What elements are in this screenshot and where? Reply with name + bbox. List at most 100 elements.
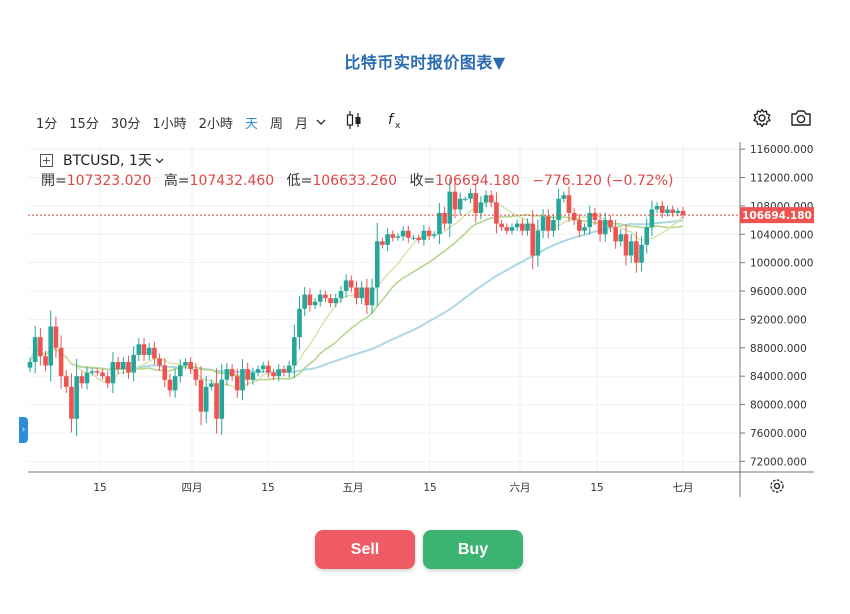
candle-body [260, 365, 266, 370]
gear-ring [770, 479, 784, 493]
candle-body [457, 198, 463, 210]
candle-body [38, 337, 43, 357]
candle-body [27, 362, 33, 368]
candle-body [680, 210, 686, 216]
interval-2h[interactable]: 2小時 [198, 116, 233, 132]
add-symbol-icon[interactable] [40, 153, 53, 167]
candle-body [152, 347, 157, 359]
chevron-down-icon[interactable] [316, 114, 326, 130]
candle-body [162, 365, 168, 380]
candle-body [79, 376, 85, 384]
interval-1m[interactable]: 1分 [36, 116, 58, 132]
y-tick-label: 104000.000 [750, 229, 813, 241]
candle-body [359, 287, 364, 299]
candle-body [431, 234, 437, 236]
settings-gear-icon[interactable] [752, 108, 772, 132]
candle-body [63, 376, 69, 387]
candle-body [520, 223, 525, 231]
y-tick-label: 88000.000 [750, 343, 807, 355]
candle-body [84, 372, 90, 384]
svg-text:f: f [388, 112, 395, 128]
close-value: 106694.180 [435, 173, 520, 189]
x-tick-label: 15 [590, 482, 603, 494]
candle-body [110, 362, 116, 384]
candle-body [317, 294, 323, 302]
candle-body [302, 294, 307, 309]
change-value: −776.120 (−0.72%) [532, 173, 674, 189]
camera-icon[interactable] [790, 108, 812, 132]
candle-body [400, 230, 406, 237]
side-panel-toggle[interactable]: › [19, 417, 28, 443]
interval-1h[interactable]: 1小時 [152, 116, 187, 132]
candle-body [473, 193, 478, 213]
candle-body [266, 365, 271, 373]
symbol-name[interactable]: BTCUSD, 1天 [63, 153, 152, 169]
candle-body [177, 365, 183, 377]
ma-slow-line [29, 219, 684, 373]
interval-week[interactable]: 周 [269, 116, 283, 132]
candle-body [141, 344, 147, 355]
y-tick-label: 84000.000 [750, 371, 807, 383]
candle-body [452, 191, 458, 210]
high-value: 107432.460 [189, 173, 275, 189]
candle-body [43, 356, 48, 366]
candle-body [374, 241, 380, 288]
candle-body [556, 198, 561, 221]
candle-body [240, 369, 245, 391]
x-tick-label: 15 [261, 482, 274, 494]
candle-body [250, 372, 256, 380]
toolbar-right [752, 108, 812, 132]
candle-body [74, 376, 79, 419]
symbol-legend: BTCUSD, 1天 [40, 150, 164, 170]
candle-body [634, 241, 639, 263]
page-title[interactable]: 比特币实时报价图表▼ [344, 53, 506, 72]
candle-body [447, 191, 453, 224]
last-price-tag [740, 207, 814, 224]
candle-body [421, 230, 427, 240]
sell-button[interactable]: Sell [315, 530, 415, 569]
candle-body [115, 362, 121, 370]
interval-15m[interactable]: 15分 [69, 116, 99, 132]
buy-button[interactable]: Buy [423, 530, 523, 569]
candle-body [307, 294, 313, 306]
interval-month[interactable]: 月 [294, 116, 308, 132]
candle-style-icon[interactable] [346, 110, 362, 134]
candle-body [390, 234, 396, 238]
candle-body [602, 220, 608, 235]
candle-body [670, 209, 675, 213]
svg-text:x: x [395, 121, 401, 130]
candle-body [343, 280, 349, 292]
candle-body [105, 376, 111, 384]
candle-body [582, 227, 587, 231]
candle-body [545, 216, 551, 231]
candle-body [571, 212, 577, 221]
candle-body [488, 195, 494, 203]
candle-body [380, 241, 385, 245]
candle-body [354, 287, 359, 299]
candle-body [364, 287, 370, 306]
candle-body [188, 362, 193, 370]
high-label: 高= [163, 173, 190, 189]
axis-settings-icon [770, 479, 784, 493]
candle-body [286, 365, 292, 373]
candle-body [136, 344, 142, 355]
y-tick-label: 100000.000 [750, 258, 813, 270]
open-value: 107323.020 [66, 173, 152, 189]
chevron-down-icon[interactable] [155, 152, 164, 168]
candle-body [333, 298, 339, 304]
candle-body [644, 227, 650, 245]
x-tick-label: 四月 [182, 482, 203, 494]
candle-body [255, 369, 261, 373]
candle-body [58, 347, 64, 377]
interval-30m[interactable]: 30分 [110, 116, 141, 132]
candle-body [437, 212, 442, 235]
candle-body [245, 369, 250, 380]
candle-body [53, 326, 59, 348]
candle-body [157, 358, 162, 366]
candle-body [338, 291, 344, 299]
low-label: 低= [286, 173, 313, 189]
interval-1d[interactable]: 天 [244, 116, 258, 132]
